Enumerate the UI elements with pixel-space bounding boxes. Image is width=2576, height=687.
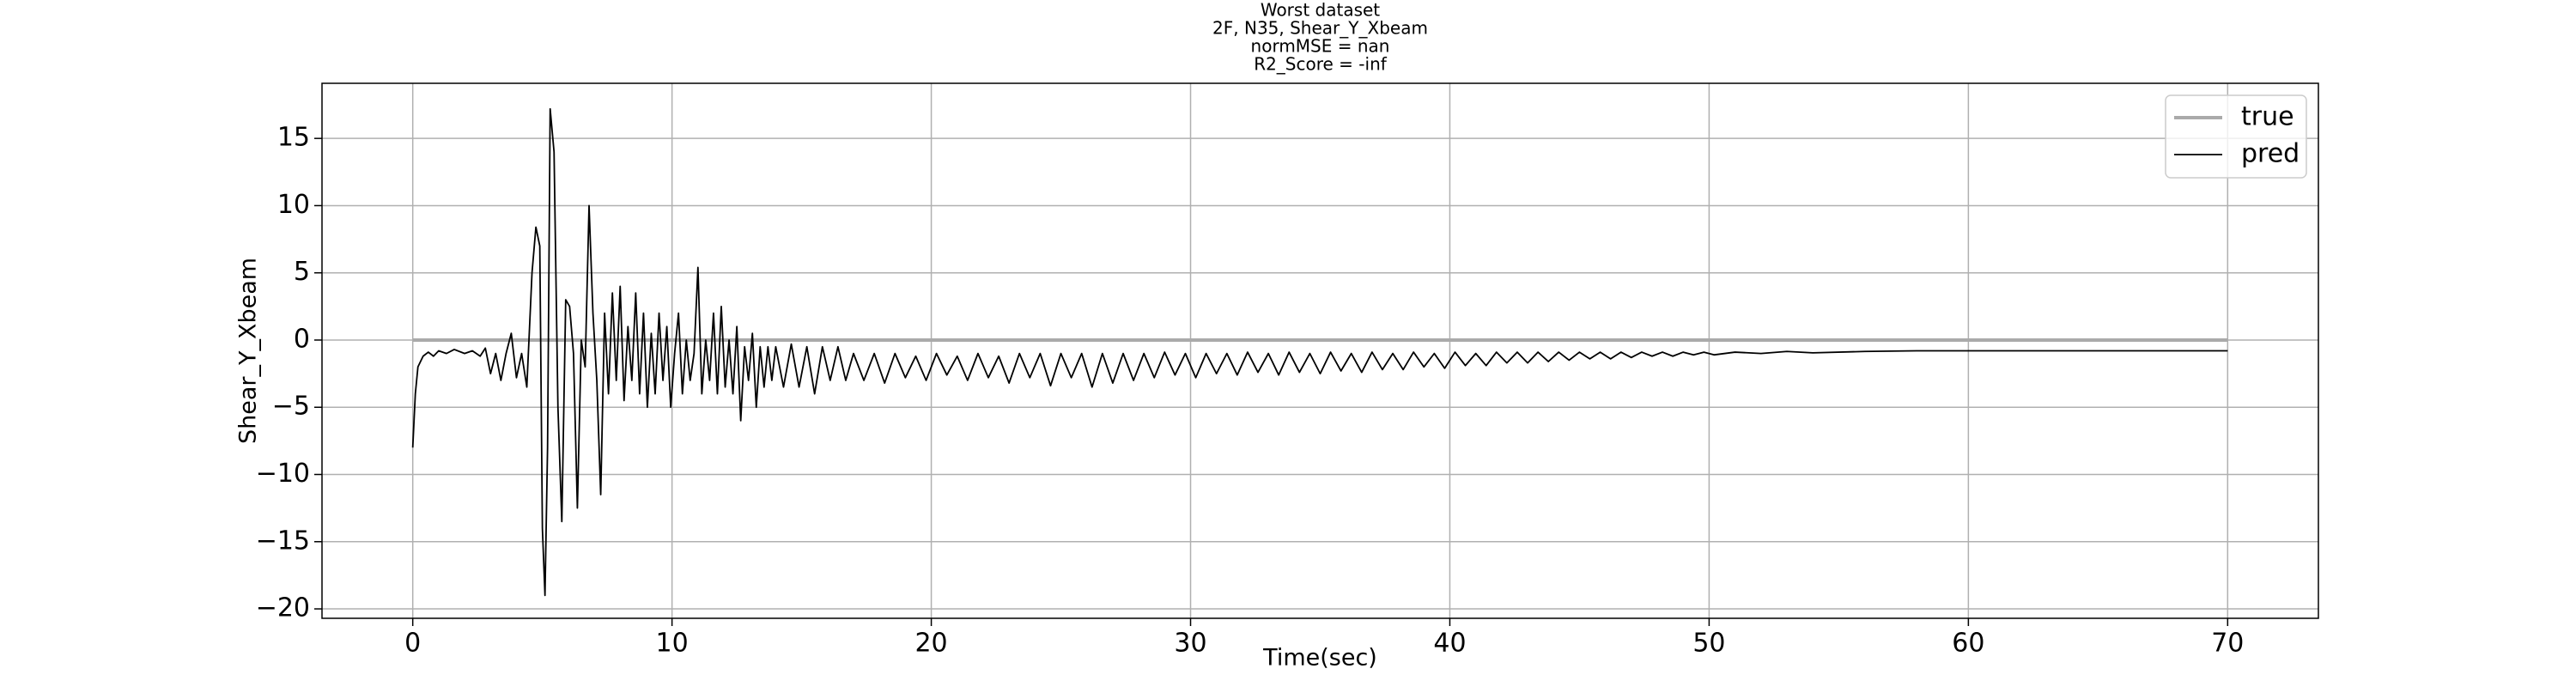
y-tick-label: −15 xyxy=(256,526,310,556)
chart-title: 2F, N35, Shear_Y_Xbeam xyxy=(1212,18,1428,39)
x-tick-label: 0 xyxy=(404,629,421,659)
x-tick-label: 30 xyxy=(1174,629,1206,659)
chart-title: normMSE = nan xyxy=(1251,36,1390,57)
y-tick-label: −5 xyxy=(272,392,310,422)
y-tick-label: −20 xyxy=(256,593,310,623)
x-tick-label: 50 xyxy=(1692,629,1725,659)
x-axis-label: Time(sec) xyxy=(1262,645,1377,672)
y-tick-label: −10 xyxy=(256,459,310,489)
legend-label: pred xyxy=(2241,139,2300,169)
x-tick-label: 20 xyxy=(914,629,947,659)
x-tick-label: 40 xyxy=(1433,629,1466,659)
data-line xyxy=(411,107,2228,597)
x-tick-label: 60 xyxy=(1952,629,1984,659)
x-tick-label: 10 xyxy=(656,629,689,659)
y-tick-label: 0 xyxy=(294,324,310,354)
y-tick-label: 15 xyxy=(277,123,310,153)
chart-title: R2_Score = -inf xyxy=(1254,54,1388,75)
legend-label: true xyxy=(2241,102,2294,132)
y-tick-label: 5 xyxy=(294,257,310,287)
chart-title: Worst dataset xyxy=(1261,0,1380,21)
plot-frame xyxy=(321,82,2319,619)
y-axis-label: Shear_Y_Xbeam xyxy=(235,258,262,444)
x-tick-label: 70 xyxy=(2211,629,2244,659)
y-tick-label: 10 xyxy=(277,190,310,220)
